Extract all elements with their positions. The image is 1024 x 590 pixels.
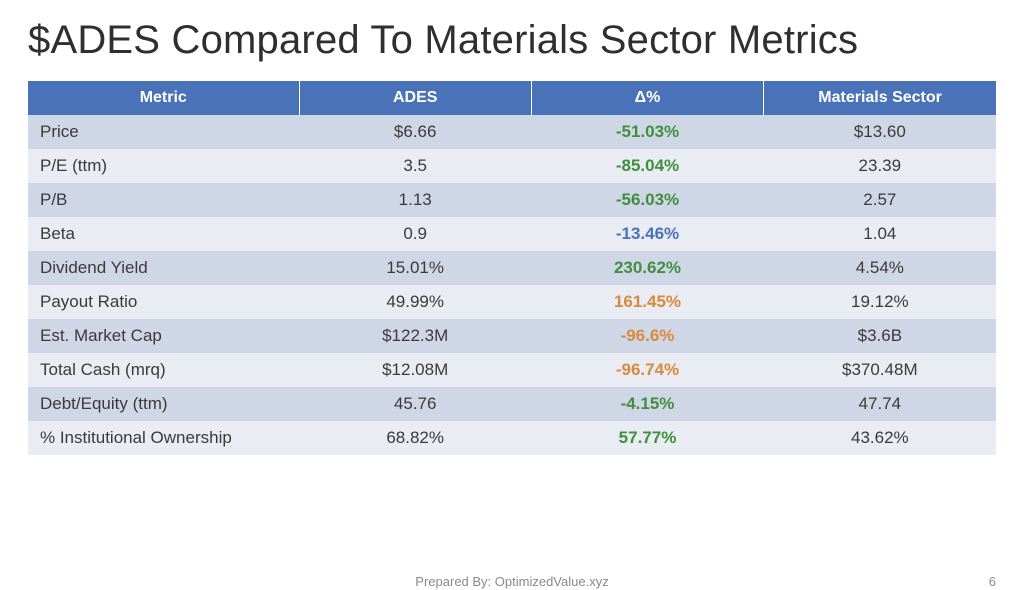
th-metric: Metric: [28, 81, 299, 115]
cell-ades: 49.99%: [299, 285, 531, 319]
cell-ades: 0.9: [299, 217, 531, 251]
table-row: P/B1.13-56.03%2.57: [28, 183, 996, 217]
cell-ades: 68.82%: [299, 421, 531, 455]
cell-sector: 47.74: [764, 387, 996, 421]
cell-sector: 4.54%: [764, 251, 996, 285]
cell-ades: 3.5: [299, 149, 531, 183]
cell-sector: 2.57: [764, 183, 996, 217]
table-row: Est. Market Cap$122.3M-96.6%$3.6B: [28, 319, 996, 353]
cell-metric: Debt/Equity (ttm): [28, 387, 299, 421]
cell-metric: Price: [28, 115, 299, 149]
cell-delta: -96.6%: [531, 319, 763, 353]
table-body: Price$6.66-51.03%$13.60P/E (ttm)3.5-85.0…: [28, 115, 996, 455]
th-delta: Δ%: [531, 81, 763, 115]
cell-delta: -85.04%: [531, 149, 763, 183]
cell-sector: 19.12%: [764, 285, 996, 319]
cell-ades: 15.01%: [299, 251, 531, 285]
cell-ades: 45.76: [299, 387, 531, 421]
cell-metric: Est. Market Cap: [28, 319, 299, 353]
cell-delta: 57.77%: [531, 421, 763, 455]
footer-prepared-by: Prepared By: OptimizedValue.xyz: [0, 574, 1024, 589]
cell-metric: Payout Ratio: [28, 285, 299, 319]
cell-metric: P/B: [28, 183, 299, 217]
table-row: Debt/Equity (ttm)45.76-4.15%47.74: [28, 387, 996, 421]
table-head: Metric ADES Δ% Materials Sector: [28, 81, 996, 115]
cell-sector: 1.04: [764, 217, 996, 251]
cell-delta: 230.62%: [531, 251, 763, 285]
cell-delta: -13.46%: [531, 217, 763, 251]
table-row: Total Cash (mrq)$12.08M-96.74%$370.48M: [28, 353, 996, 387]
cell-sector: 23.39: [764, 149, 996, 183]
cell-metric: P/E (ttm): [28, 149, 299, 183]
cell-sector: $3.6B: [764, 319, 996, 353]
cell-metric: Beta: [28, 217, 299, 251]
cell-delta: 161.45%: [531, 285, 763, 319]
table-row: Dividend Yield15.01%230.62%4.54%: [28, 251, 996, 285]
cell-ades: 1.13: [299, 183, 531, 217]
cell-ades: $6.66: [299, 115, 531, 149]
cell-metric: Dividend Yield: [28, 251, 299, 285]
metrics-table: Metric ADES Δ% Materials Sector Price$6.…: [28, 81, 996, 455]
cell-ades: $12.08M: [299, 353, 531, 387]
cell-sector: $13.60: [764, 115, 996, 149]
table-row: P/E (ttm)3.5-85.04%23.39: [28, 149, 996, 183]
cell-delta: -51.03%: [531, 115, 763, 149]
cell-metric: Total Cash (mrq): [28, 353, 299, 387]
th-ades: ADES: [299, 81, 531, 115]
table-row: % Institutional Ownership68.82%57.77%43.…: [28, 421, 996, 455]
cell-delta: -96.74%: [531, 353, 763, 387]
cell-sector: $370.48M: [764, 353, 996, 387]
th-sector: Materials Sector: [764, 81, 996, 115]
table-row: Beta0.9-13.46%1.04: [28, 217, 996, 251]
cell-delta: -4.15%: [531, 387, 763, 421]
table-row: Payout Ratio49.99%161.45%19.12%: [28, 285, 996, 319]
cell-metric: % Institutional Ownership: [28, 421, 299, 455]
slide: $ADES Compared To Materials Sector Metri…: [0, 0, 1024, 590]
page-title: $ADES Compared To Materials Sector Metri…: [28, 18, 996, 63]
table-header-row: Metric ADES Δ% Materials Sector: [28, 81, 996, 115]
footer-page-number: 6: [989, 574, 996, 589]
table-row: Price$6.66-51.03%$13.60: [28, 115, 996, 149]
cell-ades: $122.3M: [299, 319, 531, 353]
cell-sector: 43.62%: [764, 421, 996, 455]
cell-delta: -56.03%: [531, 183, 763, 217]
